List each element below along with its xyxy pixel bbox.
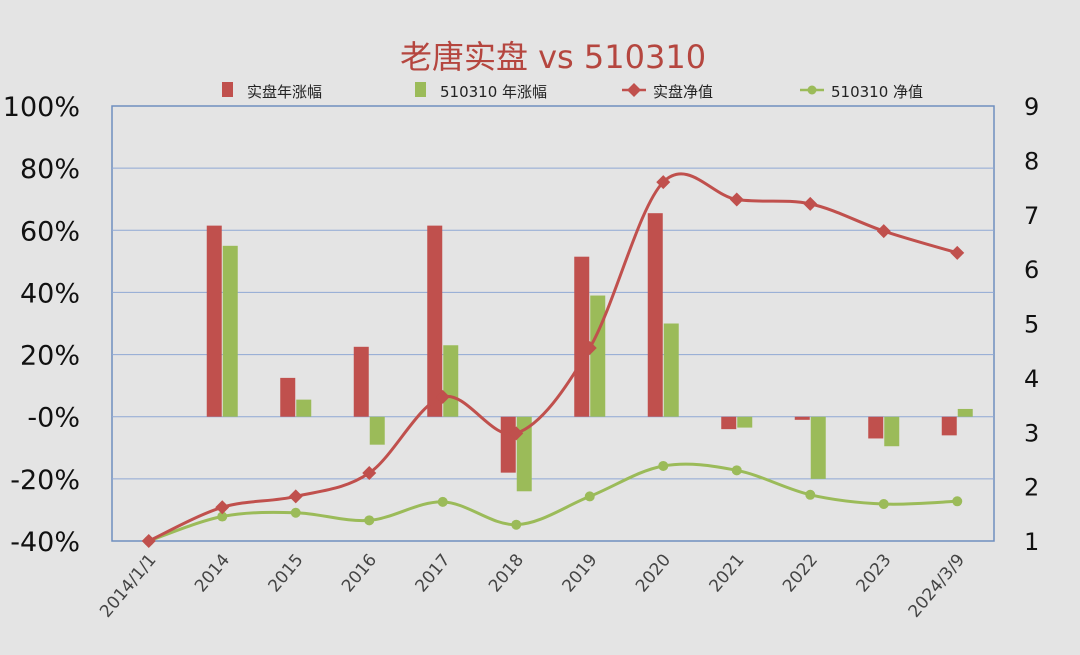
data-point (215, 500, 230, 515)
data-point (141, 534, 156, 548)
data-point (952, 496, 963, 507)
bar (369, 416, 385, 445)
data-point (435, 389, 450, 404)
left-tick-label: 20% (20, 341, 80, 372)
left-tick-label: -0% (27, 403, 80, 434)
plot-area (111, 105, 995, 542)
right-tick-label: 7 (1024, 202, 1039, 230)
legend-marker (627, 83, 641, 97)
bar (957, 408, 973, 417)
legend-swatch (415, 82, 426, 97)
right-tick-label: 3 (1024, 419, 1039, 447)
x-tick-label: 2019 (558, 550, 601, 596)
data-point (290, 507, 301, 518)
bar (206, 225, 222, 417)
bar (647, 213, 663, 417)
legend-label: 实盘年涨幅 (247, 83, 322, 101)
data-point (803, 196, 818, 211)
bar-series (206, 213, 973, 492)
line-series (141, 172, 965, 548)
x-axis: 2014/1/1 2014 2015 2016 2017 2018 2019 2020 2021… (96, 550, 969, 621)
data-point (656, 175, 671, 190)
data-point (362, 466, 377, 481)
bar (721, 416, 737, 430)
bar (590, 295, 606, 417)
x-tick-label: 2017 (411, 550, 454, 596)
right-tick-label: 5 (1024, 311, 1039, 339)
x-tick-label: 2021 (705, 550, 748, 596)
right-tick-label: 9 (1024, 93, 1039, 121)
left-tick-label: 80% (20, 154, 80, 185)
legend: 实盘年涨幅 510310 年涨幅 实盘净值 510310 净值 (222, 82, 923, 101)
data-point (582, 340, 597, 355)
data-point (437, 496, 448, 507)
left-tick-label: 100% (3, 92, 80, 123)
right-axis: 9 8 7 6 5 4 3 2 1 (1024, 93, 1039, 556)
legend-marker (807, 85, 817, 95)
legend-swatch (222, 82, 233, 97)
bar (737, 416, 753, 428)
bar (574, 256, 590, 417)
x-tick-label: 2022 (779, 550, 822, 596)
bar (663, 323, 679, 417)
right-tick-label: 8 (1024, 147, 1039, 175)
left-tick-label: -40% (10, 527, 80, 558)
legend-label: 510310 净值 (831, 83, 923, 101)
x-tick-label: 2016 (338, 550, 381, 596)
legend-label: 实盘净值 (653, 83, 713, 101)
data-point (731, 465, 742, 476)
data-point (511, 519, 522, 530)
chart-title: 老唐实盘 vs 510310 (400, 38, 706, 76)
legend-label: 510310 年涨幅 (440, 83, 547, 101)
data-point (288, 489, 303, 504)
bar (296, 399, 312, 417)
data-point (729, 192, 744, 207)
bar (443, 345, 459, 417)
data-point (805, 489, 816, 500)
left-axis: 100% 80% 60% 40% 20% -0% -20% -40% (3, 92, 80, 558)
bar (810, 416, 826, 479)
data-point (950, 245, 965, 260)
x-tick-label: 2024/3/9 (905, 550, 969, 621)
x-tick-label: 2023 (852, 550, 895, 596)
data-point (217, 511, 228, 522)
left-tick-label: 40% (20, 278, 80, 309)
data-point (509, 426, 524, 441)
right-tick-label: 2 (1024, 474, 1039, 502)
bar (794, 416, 810, 420)
bar (941, 416, 957, 436)
x-tick-label: 2015 (264, 550, 307, 596)
left-tick-label: -20% (10, 465, 80, 496)
data-point (584, 491, 595, 502)
bar (280, 377, 296, 417)
bar (884, 416, 900, 447)
left-tick-label: 60% (20, 216, 80, 247)
x-tick-label: 2018 (485, 550, 528, 596)
bar (353, 346, 369, 417)
bar (427, 225, 443, 417)
data-point (876, 224, 891, 239)
data-point (364, 515, 375, 526)
right-tick-label: 6 (1024, 256, 1039, 284)
right-tick-label: 1 (1024, 528, 1039, 556)
bar (222, 245, 238, 417)
x-tick-label: 2014 (191, 550, 234, 596)
x-tick-label: 2020 (632, 550, 675, 596)
data-point (878, 499, 889, 510)
x-tick-label: 2014/1/1 (96, 550, 160, 621)
data-point (658, 460, 669, 471)
right-tick-label: 4 (1024, 365, 1039, 393)
gridlines (112, 167, 994, 480)
bar (868, 416, 884, 439)
bar (500, 416, 516, 473)
